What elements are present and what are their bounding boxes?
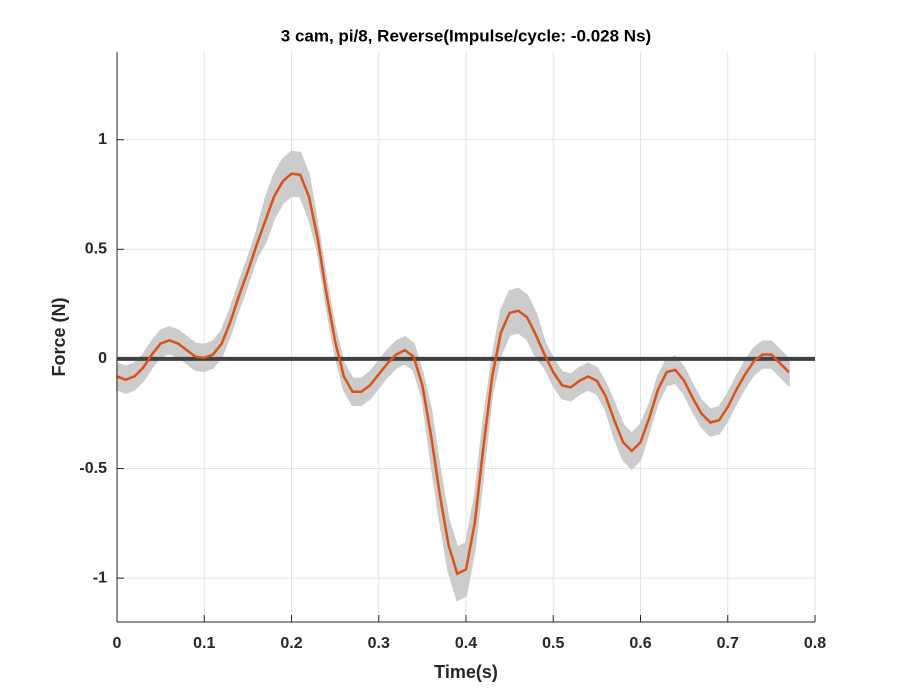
x-tick-label: 0.8: [804, 635, 826, 652]
x-tick-label: 0.2: [280, 635, 302, 652]
x-tick-label: 0.4: [455, 635, 477, 652]
y-tick-label: -1: [93, 569, 107, 586]
chart-title: 3 cam, pi/8, Reverse(Impulse/cycle: -0.0…: [281, 26, 651, 45]
x-axis-label: Time(s): [434, 662, 498, 682]
x-tick-label: 0.5: [542, 635, 564, 652]
y-tick-label: -0.5: [79, 460, 107, 477]
x-tick-label: 0.6: [629, 635, 651, 652]
x-tick-label: 0.7: [717, 635, 739, 652]
y-tick-label: 0: [98, 350, 107, 367]
x-tick-label: 0: [113, 635, 122, 652]
y-axis-label: Force (N): [49, 297, 69, 376]
error-band: [116, 150, 790, 602]
y-tick-label: 0.5: [85, 241, 107, 258]
x-tick-label: 0.1: [193, 635, 215, 652]
x-tick-label: 0.3: [368, 635, 390, 652]
y-tick-label: 1: [98, 131, 107, 148]
line: [116, 172, 790, 576]
